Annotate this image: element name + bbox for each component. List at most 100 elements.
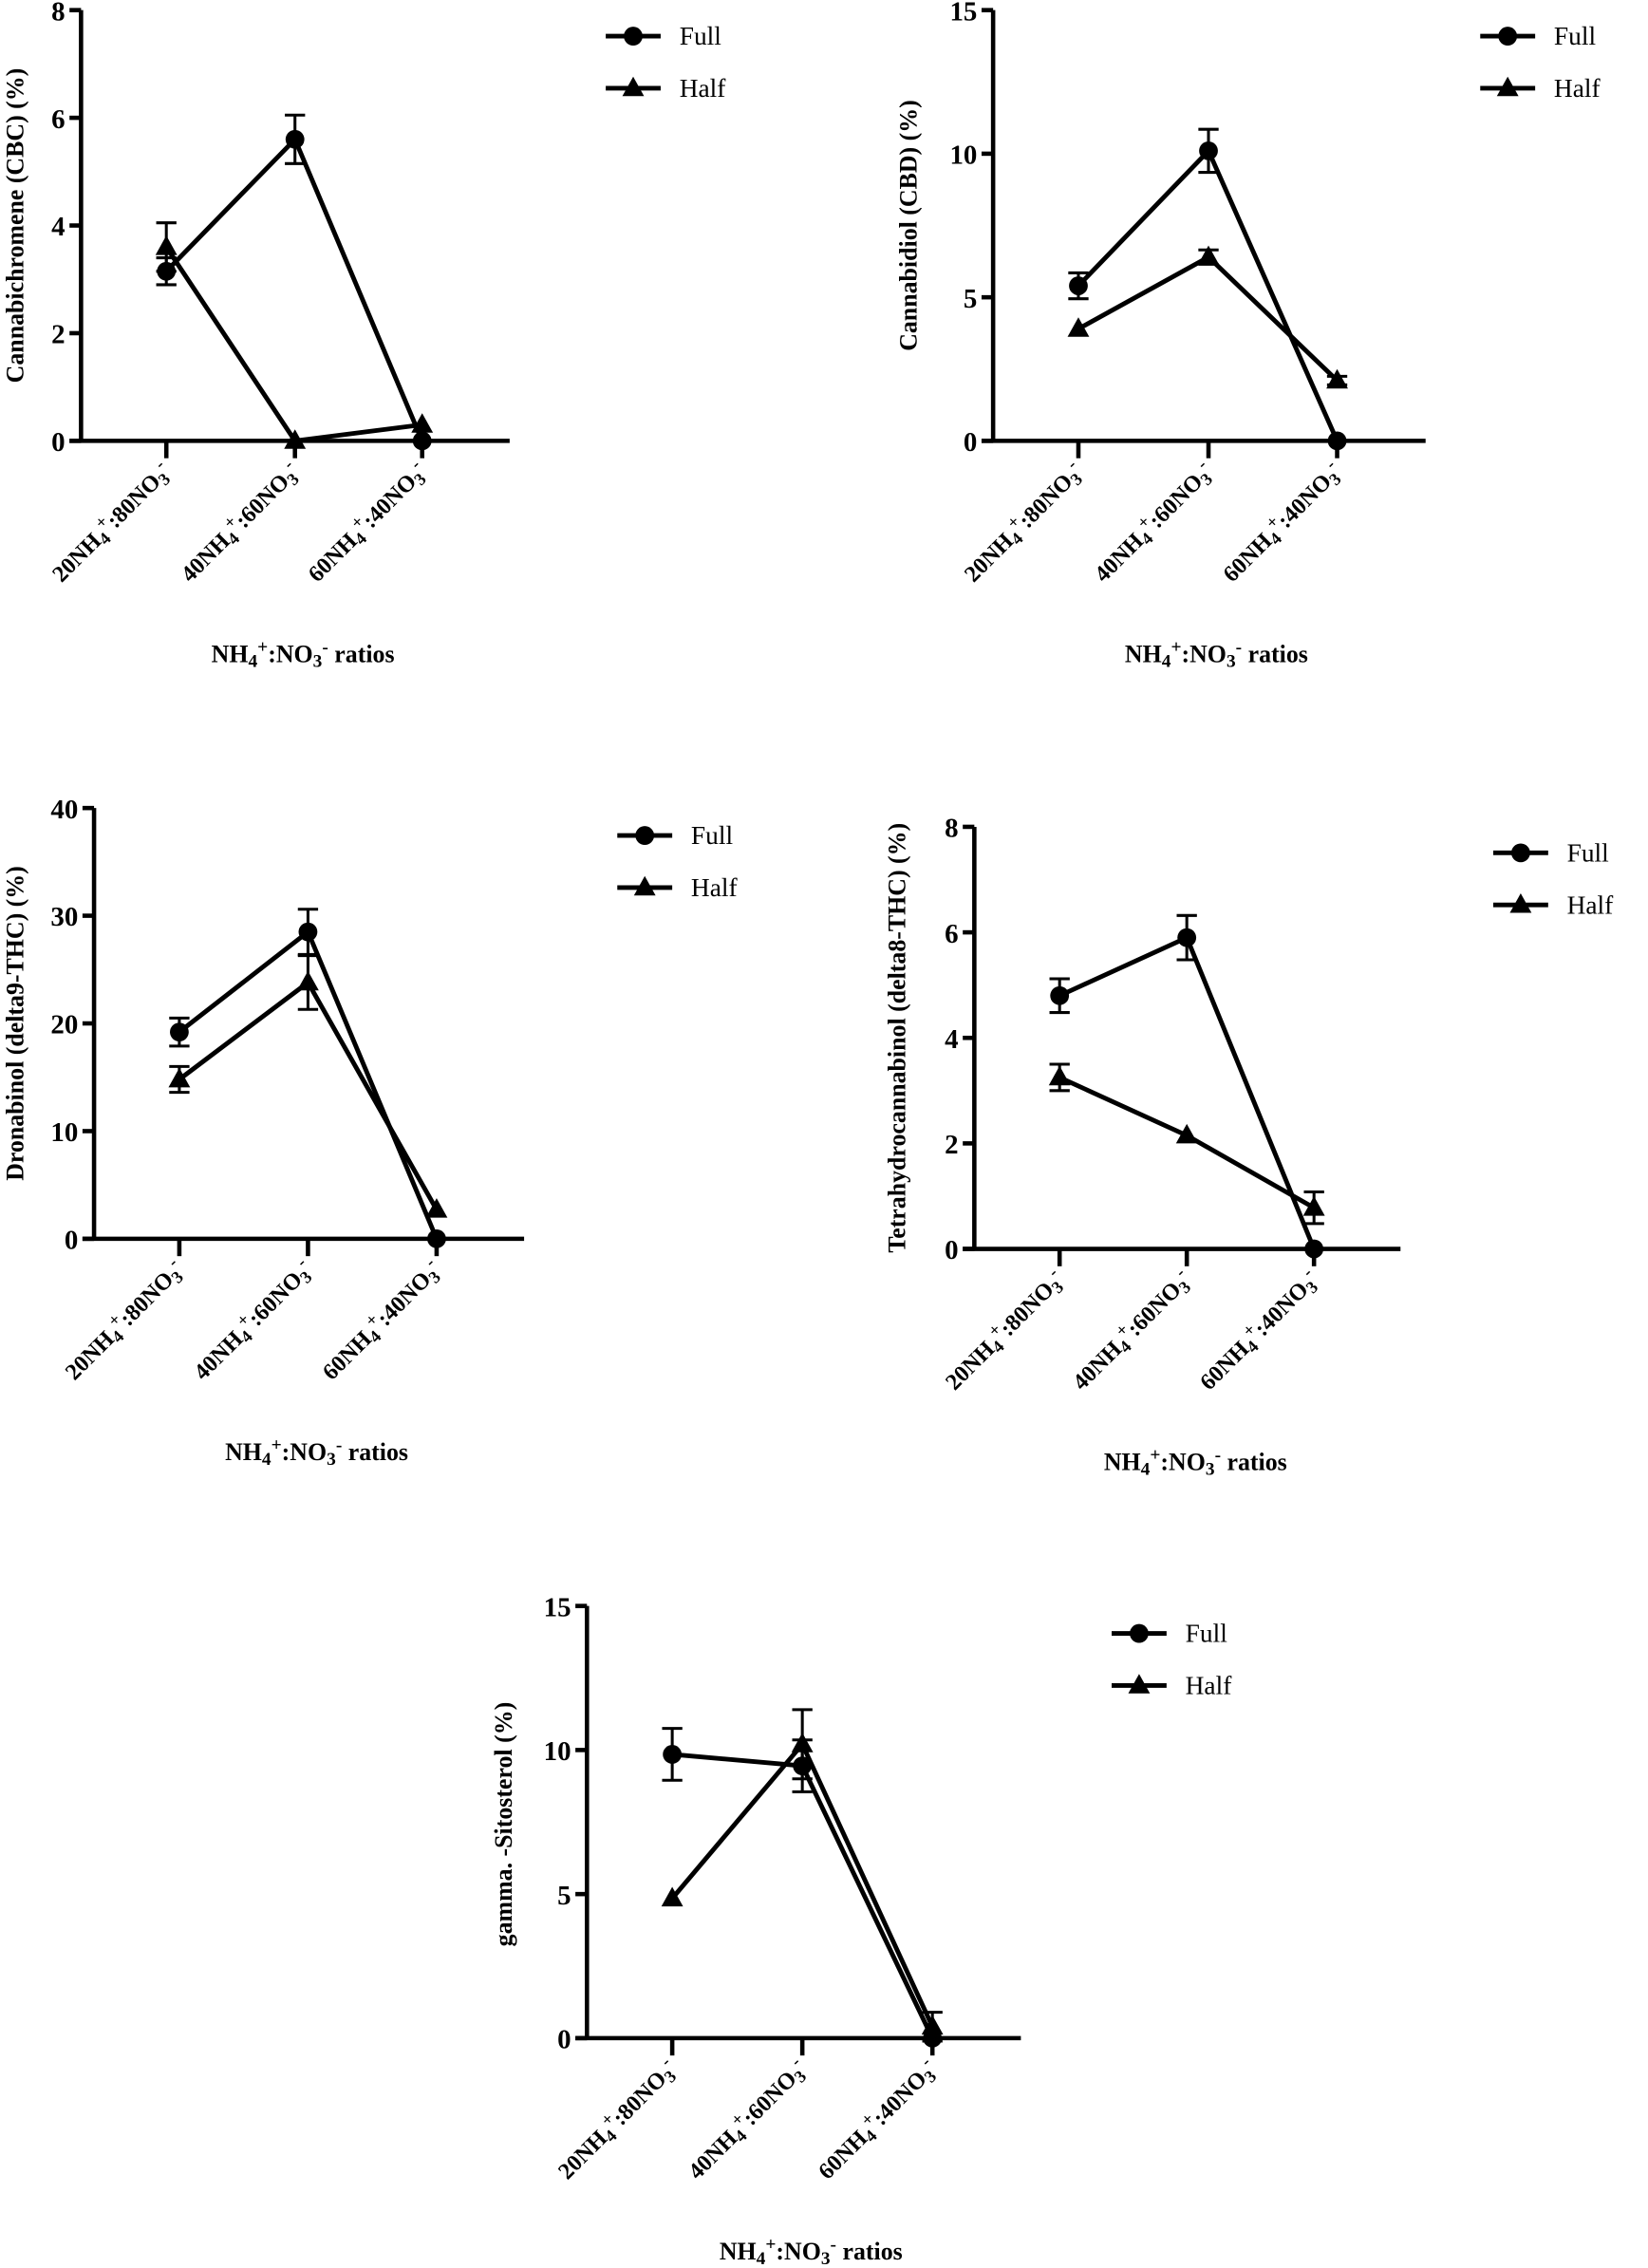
y-tick-label: 8 [945,814,958,844]
x-axis-title: NH4+:NO3- ratios [720,2234,903,2268]
triangle-marker-icon [1509,892,1532,913]
text-run: NH [1104,1449,1141,1476]
text-run: :60NO [738,2066,802,2130]
text-run: :NO [1182,640,1227,667]
text-run: ratios [836,2238,903,2265]
data-point [1175,1123,1198,1144]
text-run: NH [212,640,249,667]
legend-label: Full [680,22,722,50]
text-run: :80NO [115,1266,179,1331]
series-line [178,979,440,1211]
series-line [1077,253,1339,383]
text-run: ratios [1242,640,1308,667]
subscript: 3 [327,1450,336,1470]
x-tick-label: 20NH4+:80NO3- [57,1253,191,1387]
superscript: - [336,1434,342,1454]
text-run: NH [720,2238,757,2265]
series-full [156,113,432,451]
x-axis-title: NH4+:NO3- ratios [1104,1445,1287,1479]
x-axis-title: NH4+:NO3- ratios [225,1434,408,1469]
text-run: :80NO [1014,469,1078,534]
circle-marker-icon [1498,27,1518,46]
legend-label: Half [1554,74,1601,103]
data-point [412,431,432,451]
x-tick-label: 20NH4+:80NO3- [45,456,178,590]
series-line [1077,146,1339,442]
legend-label: Half [680,74,727,103]
data-point [1067,317,1090,337]
y-tick-label: 2 [51,320,65,350]
data-point [1069,276,1088,295]
legend-item-full: Full [1492,838,1610,867]
series-line [164,135,424,442]
text-run: :60NO [1144,469,1208,534]
y-axis-title: Tetrahydrocannabinol (delta8-THC) (%) [883,823,910,1253]
y-tick-label: 0 [964,427,977,458]
y-tick-label: 5 [964,284,977,314]
y-tick-label: 40 [50,795,78,825]
y-tick-label: 6 [945,919,958,949]
text-run: :80NO [608,2066,672,2130]
data-point [1326,368,1348,389]
circle-marker-icon [635,826,655,845]
legend-label: Full [1186,1620,1228,1648]
x-tick-label: 60NH4+:40NO3- [314,1253,448,1387]
x-tick-label: 40NH4+:60NO3- [186,1253,320,1387]
series-full [1049,913,1324,1259]
legend-label: Half [1567,890,1615,919]
legend-item-half: Half [606,74,726,103]
circle-marker-icon [1130,1623,1149,1643]
text-run: NH [225,1438,262,1466]
x-tick-label: 40NH4+:60NO3- [1064,1264,1198,1397]
text-run: :NO [776,2238,820,2265]
legend-item-half: Half [1480,74,1601,103]
x-tick-label: 40NH4+:60NO3- [1086,456,1220,590]
superscript: + [1170,637,1181,657]
chart-5: 0 5 10 15 20NH4+:80NO3-40NH4+:60NO3-60NH4+:4… [490,1592,1232,2268]
chart-4: 0 2 4 6 8 20NH4+:80NO3-40NH4+:60NO3-60NH4+:40… [883,814,1614,1480]
y-tick-label: 20 [50,1010,78,1040]
legend-label: Full [1567,838,1610,867]
text-run: :60NO [243,1266,308,1331]
triangle-marker-icon [1496,76,1519,97]
legend-label: Full [1554,22,1597,50]
legend-label: Full [691,821,734,850]
superscript: + [257,637,268,657]
superscript: + [1150,1445,1160,1465]
data-point [1304,1239,1324,1259]
superscript: - [1236,637,1242,657]
x-tick-label: 20NH4+:80NO3- [937,1264,1071,1397]
y-tick-label: 30 [50,902,78,932]
circle-marker-icon [1511,843,1530,863]
y-tick-label: 0 [65,1226,78,1256]
text-run: :80NO [995,1277,1059,1341]
y-tick-label: 8 [51,0,65,27]
legend-item-half: Half [617,873,738,902]
x-tick-label: 60NH4+:40NO3- [811,2052,945,2186]
text-run: :40NO [372,1266,437,1331]
text-run: :40NO [1272,469,1337,534]
y-tick-label: 10 [949,141,977,171]
data-point [791,1733,814,1753]
series-half [155,221,434,449]
text-run: :NO [282,1438,327,1466]
legend-item-half: Half [1112,1672,1232,1700]
data-point [425,1198,448,1218]
text-run: :NO [1160,1449,1205,1476]
legend-item-full: Full [1112,1620,1227,1648]
series-half [168,954,448,1218]
legend-item-half: Half [1492,890,1615,919]
text-run: :60NO [1122,1277,1187,1341]
data-point [298,922,318,942]
y-axis-title: Cannabichromene (CBC) (%) [1,68,28,384]
y-tick-label: 0 [51,427,65,458]
y-tick-label: 6 [51,104,65,135]
triangle-marker-icon [622,76,645,97]
text-run: :40NO [357,469,421,534]
subscript: 4 [262,1450,272,1470]
x-tick-label: 60NH4+:40NO3- [1215,456,1349,590]
legend-item-full: Full [617,821,733,850]
text-run: ratios [328,640,395,667]
data-point [1197,245,1220,266]
y-tick-label: 15 [544,1592,571,1622]
